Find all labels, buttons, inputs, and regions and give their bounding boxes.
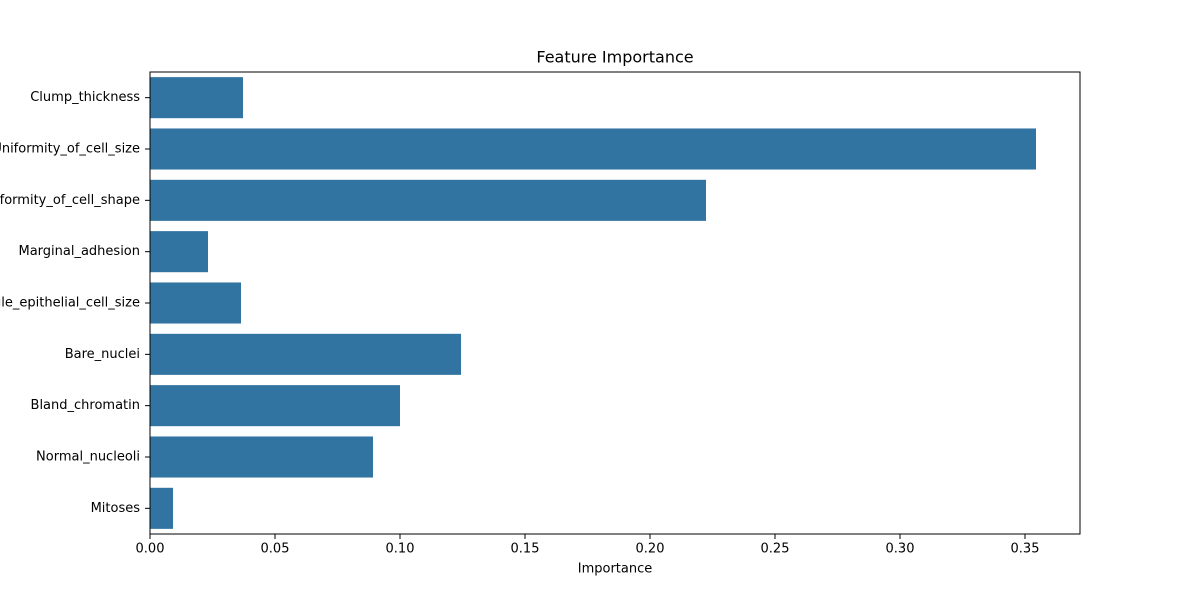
x-tick-label: 0.30 (886, 542, 915, 557)
y-tick-label: Uniformity_of_cell_shape (0, 193, 140, 208)
y-tick-label: Clump_thickness (30, 90, 140, 105)
x-tick-label: 0.20 (636, 542, 665, 557)
y-tick-label: Bland_chromatin (31, 398, 140, 413)
bar (150, 333, 461, 375)
x-tick-label: 0.15 (511, 542, 540, 557)
plot-frame (149, 71, 1081, 535)
y-tick-label: Single_epithelial_cell_size (0, 296, 140, 311)
bar (150, 385, 400, 427)
y-tick-label: Mitoses (91, 501, 141, 516)
bar (150, 179, 706, 221)
y-tick-label: Marginal_adhesion (18, 244, 140, 259)
chart-title: Feature Importance (536, 48, 693, 67)
x-tick-label: 0.10 (386, 542, 415, 557)
x-tick-label: 0.35 (1011, 542, 1040, 557)
x-axis-label: Importance (578, 562, 653, 577)
x-tick-label: 0.00 (136, 542, 165, 557)
bar (150, 436, 373, 478)
bar (150, 487, 173, 529)
x-tick-label: 0.25 (761, 542, 790, 557)
y-tick-label: Uniformity_of_cell_size (0, 142, 140, 157)
bar (150, 231, 208, 273)
y-tick-label: Normal_nucleoli (36, 450, 140, 465)
y-tick-label: Bare_nuclei (65, 347, 140, 362)
bar (150, 77, 243, 119)
x-tick-label: 0.05 (261, 542, 290, 557)
bar (150, 282, 241, 324)
bar (150, 128, 1036, 170)
